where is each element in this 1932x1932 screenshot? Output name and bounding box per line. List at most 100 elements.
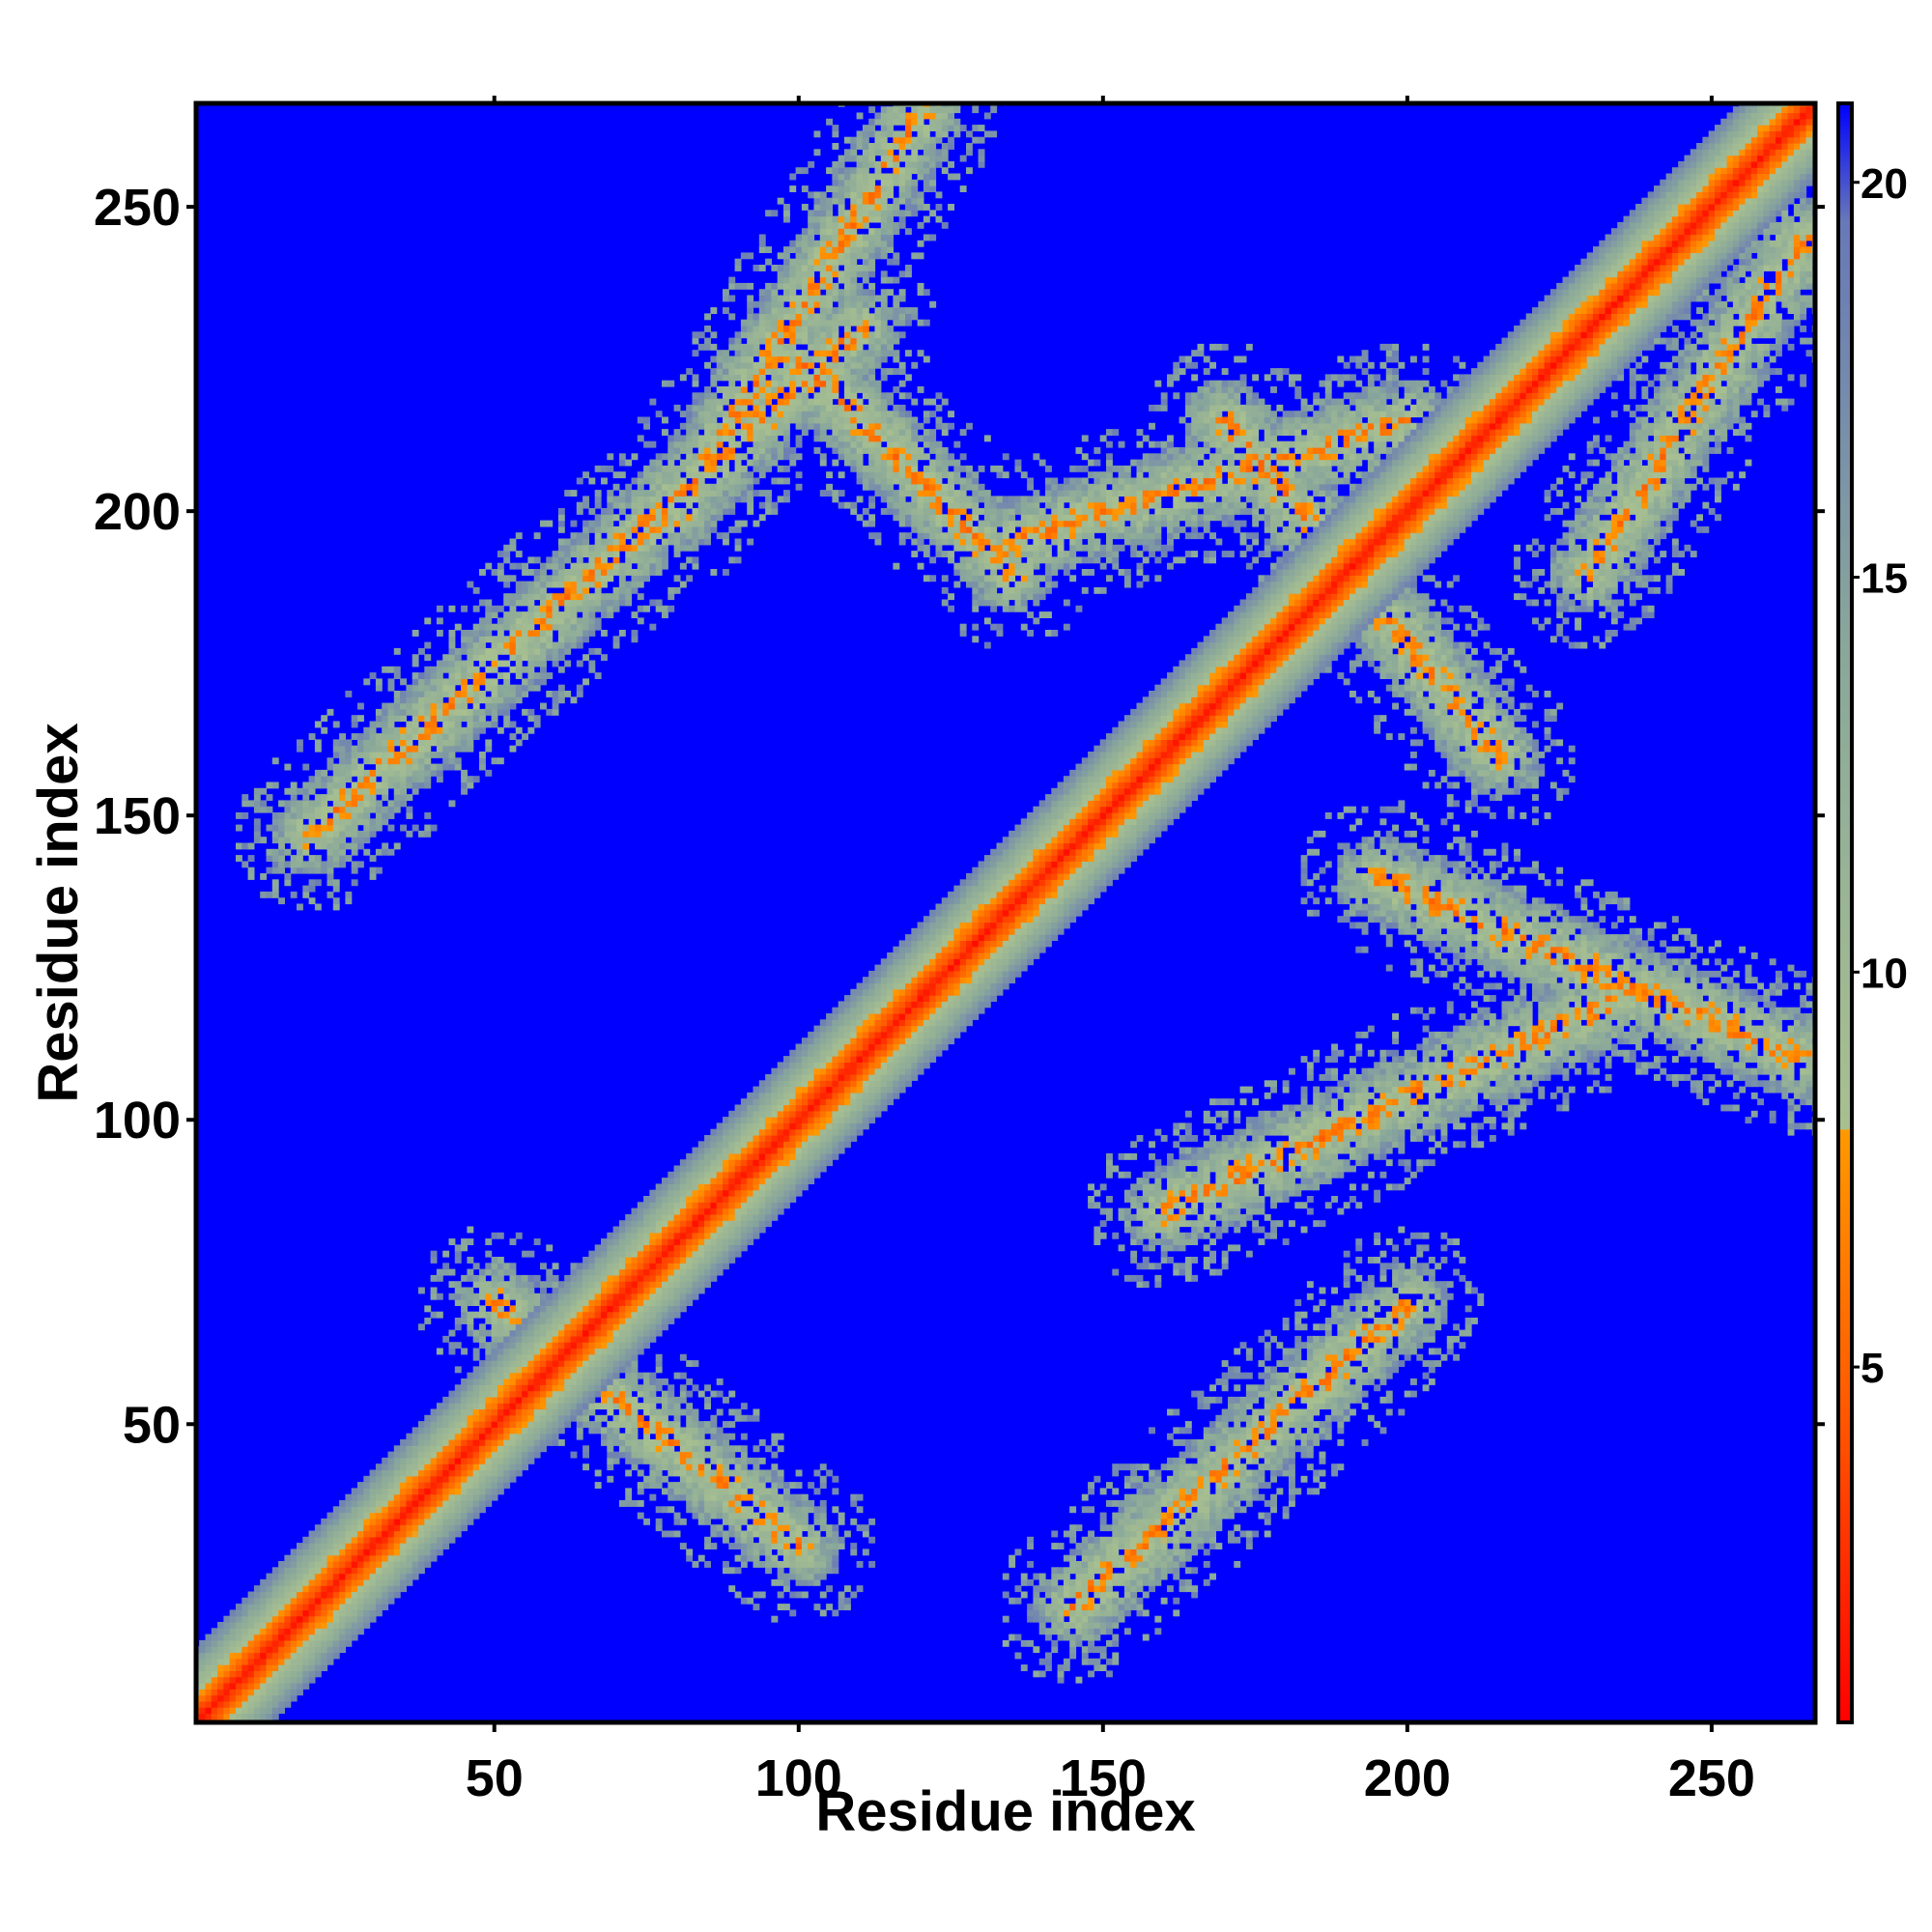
heatmap-cell bbox=[497, 1396, 504, 1404]
heatmap-cell bbox=[297, 1543, 303, 1549]
heatmap-cell bbox=[472, 1403, 480, 1410]
heatmap-cell bbox=[662, 562, 668, 570]
heatmap-cell bbox=[564, 1318, 572, 1324]
heatmap-cell bbox=[253, 1694, 261, 1702]
heatmap-cell bbox=[758, 386, 766, 393]
heatmap-cell bbox=[527, 1378, 535, 1385]
heatmap-cell bbox=[400, 1469, 407, 1477]
heatmap-cell bbox=[728, 276, 736, 284]
heatmap-cell bbox=[321, 1628, 328, 1635]
heatmap-cell bbox=[625, 1257, 633, 1264]
heatmap-cell bbox=[369, 672, 377, 679]
heatmap-cell bbox=[247, 1615, 255, 1623]
heatmap-cell bbox=[576, 691, 583, 697]
heatmap-cell bbox=[382, 702, 389, 710]
heatmap-cell bbox=[576, 1414, 583, 1422]
heatmap-cell bbox=[723, 538, 729, 546]
heatmap-cell bbox=[588, 611, 596, 618]
heatmap-cell bbox=[278, 1597, 285, 1605]
heatmap-cell bbox=[472, 1500, 480, 1507]
heatmap-cell bbox=[668, 1493, 675, 1501]
heatmap-cell bbox=[253, 1658, 261, 1665]
heatmap-cell bbox=[321, 1634, 328, 1641]
heatmap-cell bbox=[716, 1451, 724, 1459]
heatmap-cell bbox=[668, 477, 675, 485]
heatmap-cell bbox=[527, 678, 535, 686]
heatmap-cell bbox=[723, 1117, 729, 1123]
heatmap-cell bbox=[631, 1360, 639, 1367]
heatmap-cell bbox=[260, 787, 268, 795]
heatmap-cell bbox=[740, 1202, 748, 1209]
heatmap-cell bbox=[297, 1664, 303, 1671]
heatmap-cell bbox=[271, 1700, 279, 1708]
heatmap-cell bbox=[758, 465, 766, 472]
heatmap-cell bbox=[454, 1433, 462, 1440]
heatmap-cell bbox=[382, 781, 389, 789]
heatmap-cell bbox=[253, 1683, 261, 1690]
heatmap-cell bbox=[393, 1543, 401, 1549]
heatmap-cell bbox=[369, 806, 377, 813]
heatmap-cell bbox=[643, 1451, 650, 1459]
heatmap-cell bbox=[710, 1244, 718, 1252]
heatmap-cell bbox=[753, 404, 760, 412]
heatmap-cell bbox=[704, 361, 711, 369]
heatmap-cell bbox=[339, 794, 346, 801]
heatmap-cell bbox=[618, 581, 626, 588]
heatmap-cell bbox=[607, 1329, 614, 1337]
heatmap-cell bbox=[345, 1609, 353, 1617]
heatmap-cell bbox=[290, 1554, 298, 1562]
heatmap-cell bbox=[643, 1268, 650, 1276]
heatmap-cell bbox=[387, 708, 395, 716]
heatmap-cell bbox=[710, 1524, 718, 1532]
heatmap-cell bbox=[448, 1500, 456, 1507]
heatmap-cell bbox=[302, 830, 310, 838]
heatmap-cell bbox=[588, 1427, 596, 1435]
heatmap-cell bbox=[740, 1433, 748, 1440]
heatmap-cell bbox=[771, 1080, 779, 1088]
heatmap-cell bbox=[686, 520, 694, 527]
heatmap-cell bbox=[631, 1220, 639, 1228]
heatmap-cell bbox=[327, 1609, 334, 1617]
heatmap-cell bbox=[765, 282, 772, 290]
heatmap-cell bbox=[765, 343, 772, 351]
heatmap-cell bbox=[673, 1250, 681, 1258]
heatmap-cell bbox=[716, 422, 724, 430]
heatmap-cell bbox=[710, 1208, 718, 1215]
heatmap-cell bbox=[734, 398, 742, 406]
heatmap-cell bbox=[686, 1281, 694, 1289]
heatmap-cell bbox=[649, 465, 657, 472]
heatmap-cell bbox=[454, 1408, 462, 1416]
heatmap-cell bbox=[631, 1250, 639, 1258]
heatmap-cell bbox=[710, 1469, 718, 1477]
heatmap-cell bbox=[345, 1585, 353, 1593]
heatmap-cell bbox=[375, 1548, 383, 1556]
heatmap-cell bbox=[723, 477, 729, 485]
heatmap-cell bbox=[461, 1457, 468, 1464]
heatmap-cell bbox=[686, 1475, 694, 1483]
heatmap-cell bbox=[412, 757, 419, 765]
heatmap-cell bbox=[716, 1159, 724, 1167]
heatmap-cell bbox=[728, 471, 736, 479]
heatmap-cell bbox=[522, 636, 528, 643]
heatmap-cell bbox=[321, 818, 328, 826]
heatmap-cell bbox=[643, 1257, 650, 1264]
heatmap-cell bbox=[290, 837, 298, 844]
heatmap-cell bbox=[522, 1390, 528, 1398]
heatmap-cell bbox=[771, 210, 779, 217]
heatmap-cell bbox=[777, 1147, 784, 1154]
heatmap-cell bbox=[557, 1390, 565, 1398]
heatmap-cell bbox=[655, 1183, 663, 1191]
heatmap-cell bbox=[753, 1202, 760, 1209]
heatmap-cell bbox=[570, 1366, 578, 1374]
heatmap-cell bbox=[515, 636, 523, 643]
heatmap-cell bbox=[618, 520, 626, 527]
heatmap-cell bbox=[461, 1439, 468, 1446]
heatmap-cell bbox=[552, 1329, 559, 1337]
heatmap-cell bbox=[673, 1408, 681, 1416]
heatmap-cell bbox=[461, 1311, 468, 1319]
heatmap-cell bbox=[643, 520, 650, 527]
heatmap-cell bbox=[643, 1238, 650, 1245]
heatmap-cell bbox=[734, 1117, 742, 1123]
heatmap-cell bbox=[570, 1378, 578, 1385]
heatmap-cell bbox=[692, 337, 699, 345]
